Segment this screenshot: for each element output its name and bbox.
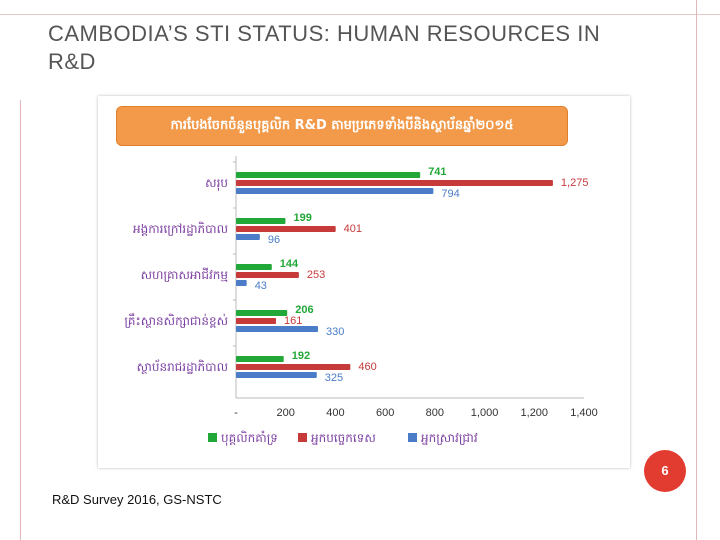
x-tick-label: 400 xyxy=(326,407,344,419)
data-label: 460 xyxy=(358,361,376,373)
data-label: 199 xyxy=(293,212,311,224)
bar xyxy=(236,326,319,332)
category-label: គ្រឹះស្ថានសិក្សាជាន់ខ្ពស់ xyxy=(124,313,228,328)
data-label: 206 xyxy=(295,304,313,316)
bar xyxy=(236,272,299,278)
bar xyxy=(236,310,288,316)
data-label: 161 xyxy=(284,315,302,327)
bar xyxy=(236,364,351,370)
data-label: 401 xyxy=(344,223,362,235)
category-label: អង្គការក្រៅរដ្ឋាភិបាល xyxy=(133,221,228,236)
bar xyxy=(236,280,247,286)
legend-swatch xyxy=(208,433,217,442)
data-label: 741 xyxy=(428,166,446,178)
x-tick-label: 1,200 xyxy=(521,407,549,419)
legend-swatch xyxy=(298,433,307,442)
source-note: R&D Survey 2016, GS-NSTC xyxy=(52,492,222,507)
data-label: 325 xyxy=(325,372,343,384)
frame-line-right xyxy=(696,0,697,540)
x-tick-label: 200 xyxy=(277,407,295,419)
category-label: សរុប xyxy=(205,176,228,191)
data-label: 144 xyxy=(280,258,299,270)
frame-line-left xyxy=(20,100,21,540)
legend-label: អ្នកស្រាវជ្រាវ xyxy=(421,431,478,445)
data-label: 253 xyxy=(307,269,325,281)
data-label: 192 xyxy=(292,350,310,362)
bar xyxy=(236,172,421,178)
x-tick-label: 800 xyxy=(426,407,444,419)
bar xyxy=(236,372,317,378)
bar xyxy=(236,356,284,362)
data-label: 96 xyxy=(268,234,280,246)
data-label: 43 xyxy=(255,280,267,292)
x-tick-label: 1,400 xyxy=(570,407,598,419)
data-label: 1,275 xyxy=(561,177,589,189)
frame-line-top xyxy=(0,14,720,15)
x-tick-label: 600 xyxy=(376,407,394,419)
data-label: 794 xyxy=(441,188,459,200)
x-tick-label: 1,000 xyxy=(471,407,499,419)
page-number-badge: 6 xyxy=(644,450,686,492)
bar xyxy=(236,234,260,240)
category-label: សហគ្រាសអាជីវកម្ម xyxy=(141,267,229,282)
chart-title: ការបែងចែកចំនួនបុគ្គលិក R&D តាមប្រភេទទាំង… xyxy=(116,106,568,146)
bar xyxy=(236,264,272,270)
legend-label: អ្នកបច្ចេកទេស xyxy=(311,431,376,445)
x-tick-label: - xyxy=(234,407,238,419)
chart-container: ការបែងចែកចំនួនបុគ្គលិក R&D តាមប្រភេទទាំង… xyxy=(98,96,630,468)
bar xyxy=(236,180,553,186)
category-label: ស្ថាប័នរាជរដ្ឋាភិបាល xyxy=(137,359,228,374)
legend-label: បុគ្គលិកគាំទ្រ xyxy=(221,430,278,446)
data-label: 330 xyxy=(326,326,344,338)
bar xyxy=(236,218,286,224)
legend-swatch xyxy=(408,433,417,442)
bar xyxy=(236,226,336,232)
slide-title: CAMBODIA’S STI STATUS: HUMAN RESOURCES I… xyxy=(48,21,601,74)
bar xyxy=(236,188,434,194)
bar-chart: - 200 400 600 800 1,000 1,200 1,400 សរុប 741 1,275… xyxy=(124,156,598,446)
bar xyxy=(236,318,277,324)
